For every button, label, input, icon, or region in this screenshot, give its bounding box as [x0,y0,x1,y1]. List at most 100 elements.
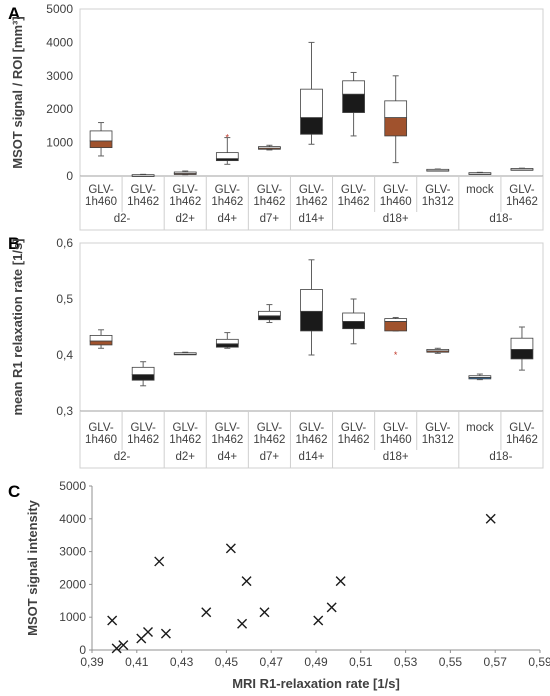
scatter-point [237,618,248,629]
scatter-point [313,615,324,626]
x-tick-label: 0,41 [125,655,149,669]
box-upper-quartile [468,375,492,378]
box-lower-quartile [510,348,534,360]
category-label-line2: 1h462 [338,196,370,208]
box-upper-quartile [89,130,113,142]
category-label-line2: 1h312 [422,434,454,446]
box-upper-quartile [342,312,365,322]
y-tick-label: 0,5 [56,292,73,306]
x-tick-label: 0,57 [484,655,508,669]
category-label-line1: GLV- [215,422,241,434]
box-upper-quartile [131,366,155,376]
group-label: d2+ [175,213,195,225]
category-label-line2: 1h462 [506,434,538,446]
scatter-point [241,576,252,587]
box-lower-quartile [89,340,113,346]
x-tick-label: 0,45 [215,655,239,669]
box-upper-quartile [173,171,197,174]
category-label-line1: GLV- [173,422,199,434]
category-label-line2: 1h460 [380,196,412,208]
y-tick-label: 0,6 [56,236,73,250]
panel-label: A [8,4,20,23]
scatter-point [111,643,122,654]
category-label-line1: mock [466,184,494,196]
y-tick-label: 2000 [46,102,73,116]
category-label-line2: 1h462 [338,434,370,446]
group-label: d18- [489,213,512,225]
category-label-line2: 1h312 [422,196,454,208]
group-label: d18- [489,451,512,463]
box-upper-quartile [173,352,197,355]
category-label-line1: GLV- [299,422,325,434]
y-tick-label: 0,3 [56,404,73,418]
box-upper-quartile [300,289,323,312]
scatter-point [118,640,129,651]
category-label-line1: GLV- [509,184,535,196]
box-lower-quartile [384,117,408,137]
group-label: d18+ [383,451,409,463]
y-tick-label: 5000 [46,2,73,16]
box-lower-quartile [300,310,323,332]
y-tick-label: 1000 [46,136,73,150]
outlier-marker: * [394,350,398,360]
category-label-line1: GLV- [257,422,283,434]
category-label-line2: 1h462 [253,434,285,446]
box-upper-quartile [468,172,492,175]
scatter-point [154,556,165,567]
x-tick-label: 0,49 [304,655,328,669]
box-upper-quartile [258,310,281,317]
x-axis-label: MRI R1-relaxation rate [1/s] [232,676,400,691]
category-label-line2: 1h462 [296,196,328,208]
category-label-line1: GLV- [383,184,409,196]
category-label-line2: 1h460 [380,434,412,446]
category-label-line1: GLV- [299,184,325,196]
scatter-point [107,615,118,626]
scatter-point [259,607,270,618]
box-lower-quartile [89,140,113,149]
x-tick-label: 0,55 [439,655,463,669]
panel-label: B [8,234,20,253]
category-label-line1: GLV- [215,184,241,196]
box-lower-quartile [131,374,155,381]
box-upper-quartile [131,174,155,177]
box-lower-quartile [342,93,365,113]
y-tick-label: 1000 [59,610,86,624]
category-label-line1: GLV- [130,422,156,434]
group-label: d2+ [175,451,195,463]
scatter-point [335,576,346,587]
y-tick-label: 0,4 [56,348,73,362]
y-axis-label: mean R1 relaxation rate [1/s] [10,238,25,415]
box-upper-quartile [215,338,239,345]
x-tick-label: 0,43 [170,655,194,669]
category-label-line1: GLV- [257,184,283,196]
category-label-line1: GLV- [425,422,451,434]
scatter-point [225,543,236,554]
y-axis-label: MSOT signal / ROI [mm³] [10,16,25,168]
box-lower-quartile [215,343,239,348]
group-label: d2- [114,213,131,225]
scatter-point [326,602,337,613]
plot-frame [79,8,544,231]
plot-frame [79,242,544,469]
category-label-line2: 1h462 [211,196,243,208]
box-lower-quartile [300,117,323,135]
x-tick-label: 0,39 [80,655,104,669]
category-label-line1: GLV- [425,184,451,196]
y-tick-label: 3000 [59,545,86,559]
group-label: d14+ [299,213,325,225]
box-upper-quartile [215,152,239,160]
category-label-line2: 1h462 [127,196,159,208]
x-tick-label: 0,53 [394,655,418,669]
box-upper-quartile [342,80,365,95]
category-label-line1: mock [466,422,494,434]
y-axis-label: MSOT signal intensity [25,499,40,636]
group-label: d2- [114,451,131,463]
category-label-line2: 1h462 [506,196,538,208]
y-tick-label: 0 [79,643,86,657]
category-label-line1: GLV- [341,184,367,196]
group-label: d18+ [383,213,409,225]
y-tick-label: 0 [66,169,73,183]
category-label-line1: GLV- [88,422,114,434]
category-label-line2: 1h462 [169,196,201,208]
